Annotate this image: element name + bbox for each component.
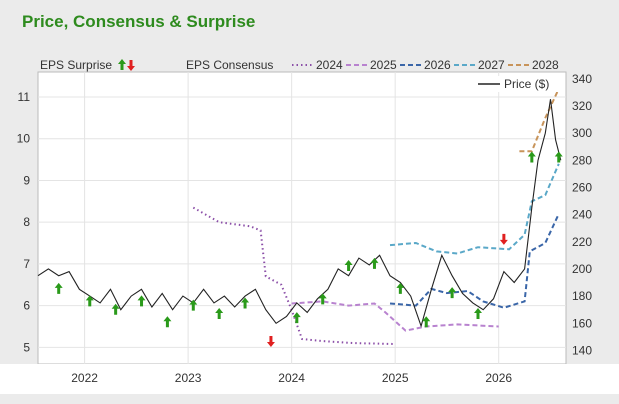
x-axis-band <box>0 364 619 394</box>
left-tick-label: 6 <box>23 299 30 313</box>
surprise-down-marker <box>499 233 508 245</box>
consensus-line-2026 <box>389 213 560 309</box>
consensus-line-2025 <box>291 300 499 332</box>
left-tick-label: 11 <box>18 90 31 104</box>
legend-label-2025: 2025 <box>370 58 397 72</box>
surprise-up-marker <box>474 307 482 319</box>
surprise-up-marker <box>370 257 379 269</box>
consensus-line-2027 <box>389 163 560 255</box>
right-tick-label: 140 <box>572 343 592 357</box>
price-line <box>37 99 562 328</box>
surprise-up-marker <box>163 316 172 328</box>
right-tick-label: 320 <box>572 99 592 113</box>
legend-arrow-down-icon <box>127 60 135 71</box>
right-tick-label: 280 <box>572 153 592 167</box>
right-tick-label: 180 <box>572 289 592 303</box>
x-tick-label: 2023 <box>175 371 202 385</box>
surprise-up-marker <box>111 303 120 315</box>
surprise-up-marker <box>215 307 224 319</box>
legend-label-2024: 2024 <box>316 58 343 72</box>
surprise-up-marker <box>344 259 353 271</box>
consensus-line-2024 <box>192 206 396 345</box>
left-tick-label: 10 <box>17 132 31 146</box>
left-tick-label: 9 <box>23 173 30 187</box>
right-tick-label: 220 <box>572 235 592 249</box>
left-tick-label: 7 <box>23 257 30 271</box>
surprise-markers <box>54 151 563 348</box>
price-legend-box <box>474 76 562 92</box>
x-tick-label: 2025 <box>382 371 409 385</box>
x-tick-label: 2022 <box>71 371 98 385</box>
surprise-up-marker <box>292 312 301 324</box>
right-tick-label: 300 <box>572 126 592 140</box>
right-tick-label: 260 <box>572 180 592 194</box>
surprise-up-marker <box>422 316 431 328</box>
plot-area <box>37 71 567 365</box>
surprise-up-marker <box>137 295 146 307</box>
legend-eps-surprise: EPS Surprise <box>40 58 112 72</box>
legend-label-2026: 2026 <box>424 58 451 72</box>
series-lines <box>37 88 562 345</box>
surprise-up-marker <box>318 293 327 305</box>
surprise-up-marker <box>241 297 250 309</box>
surprise-up-marker <box>85 295 94 307</box>
x-tick-label: 2026 <box>485 371 512 385</box>
legend-arrow-up-icon <box>118 59 126 70</box>
surprise-down-marker <box>266 336 275 348</box>
right-tick-label: 340 <box>572 72 592 86</box>
axes: 5 6 7 8 9 10 11 140 160 180 200 220 240 260 280 300 320 3… <box>17 72 593 385</box>
surprise-up-marker <box>527 151 536 163</box>
right-tick-label: 160 <box>572 316 592 330</box>
chart-title: Price, Consensus & Surprise <box>22 12 256 31</box>
consensus-line-2028 <box>519 88 560 153</box>
legend-eps-consensus: EPS Consensus <box>186 58 273 72</box>
right-tick-label: 240 <box>572 208 592 222</box>
surprise-up-marker <box>189 299 198 311</box>
surprise-up-marker <box>448 287 457 299</box>
right-tick-label: 200 <box>572 262 592 276</box>
legend-label-price: Price ($) <box>504 77 549 91</box>
left-tick-label: 8 <box>23 215 30 229</box>
surprise-up-marker <box>554 151 563 163</box>
surprise-up-marker <box>54 282 63 294</box>
legend-label-2028: 2028 <box>532 58 559 72</box>
x-tick-label: 2024 <box>278 371 305 385</box>
legend-label-2027: 2027 <box>478 58 505 72</box>
legend: EPS Surprise EPS Consensus 2024 2025 2026 202… <box>40 58 562 92</box>
left-tick-label: 5 <box>23 340 30 354</box>
grid-lines <box>38 72 566 364</box>
surprise-up-marker <box>396 282 405 294</box>
